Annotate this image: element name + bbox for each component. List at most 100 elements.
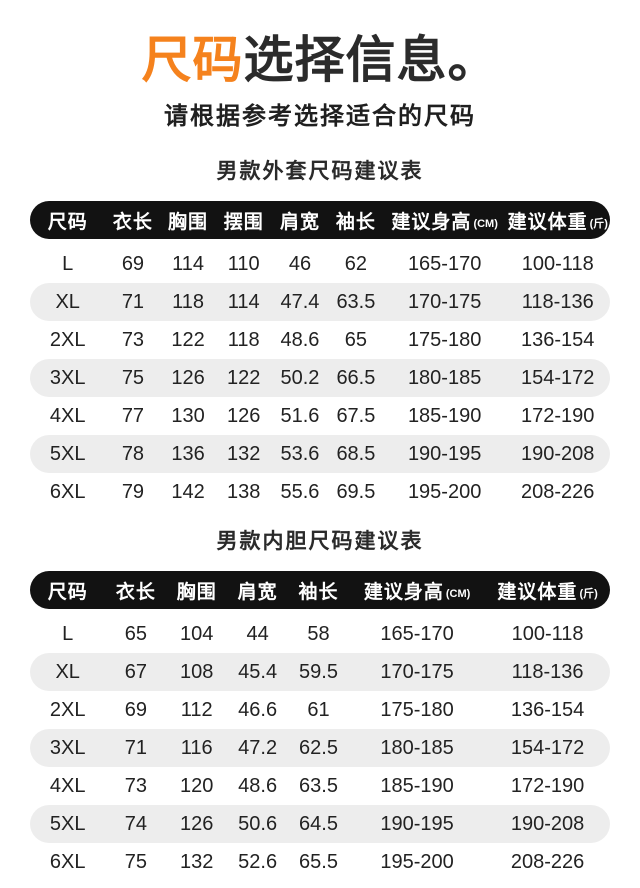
table-row: 2XL 73 122 118 48.6 65 175-180 136-154 xyxy=(30,321,610,359)
header-label: 尺码 xyxy=(47,211,88,233)
header-cell: 建议身高 (CM) xyxy=(349,577,485,604)
table-cell: 122 xyxy=(171,328,205,351)
table-cell: 46.6 xyxy=(238,698,278,721)
table-header: 尺码 衣长 胸围 肩宽 袖长 建议身高 (CM) 建议体重 (斤) xyxy=(30,571,610,609)
header-cell: 尺码 xyxy=(30,577,105,604)
table-cell: 132 xyxy=(227,442,261,465)
table-cell: 175-180 xyxy=(407,328,482,351)
table-cell: 69 xyxy=(124,698,147,721)
table-cell: 108 xyxy=(180,660,214,683)
table-cell: L xyxy=(62,622,74,645)
table-cell: 100-118 xyxy=(521,252,594,275)
header-cell: 袖长 xyxy=(328,207,384,234)
table-cell: 122 xyxy=(227,366,261,389)
table-cell: 120 xyxy=(180,774,214,797)
table-cell: 50.2 xyxy=(280,366,320,389)
table-cell: 126 xyxy=(171,366,205,389)
table-row: L 65 104 44 58 165-170 100-118 xyxy=(30,615,610,653)
table-cell: 190-208 xyxy=(510,812,585,835)
table-cell: L xyxy=(62,252,74,275)
table-cell: 180-185 xyxy=(407,366,482,389)
table-row: 5XL 78 136 132 53.6 68.5 190-195 190-208 xyxy=(30,435,610,473)
table-body: L 65 104 44 58 165-170 100-118 XL 67 108 45.4 59.5 1… xyxy=(30,615,610,881)
table-cell: 78 xyxy=(121,442,145,465)
header-label: 胸围 xyxy=(176,581,217,603)
table-cell: 51.6 xyxy=(280,404,320,427)
table-row: L 69 114 110 46 62 165-170 100-118 xyxy=(30,245,610,283)
table-cell: 132 xyxy=(180,850,214,873)
header-label: 肩宽 xyxy=(279,211,320,233)
table-cell: 65 xyxy=(344,328,368,351)
table-cell: 4XL xyxy=(49,774,86,797)
table-cell: 136-154 xyxy=(510,698,585,721)
table-cell: 110 xyxy=(227,252,260,275)
table-cell: 190-195 xyxy=(407,442,482,465)
table-cell: 66.5 xyxy=(336,366,376,389)
header-label: 建议体重 xyxy=(507,211,588,233)
table-cell: 61 xyxy=(307,698,330,721)
table-cell: 195-200 xyxy=(380,850,454,873)
header-label: 建议身高 xyxy=(363,581,444,603)
table-cell: 6XL xyxy=(49,850,86,873)
table-cell: 100-118 xyxy=(511,622,584,645)
table-cell: 2XL xyxy=(49,698,86,721)
page-title-rest: 选择信息。 xyxy=(243,32,499,88)
table-cell: 170-175 xyxy=(380,660,454,683)
table-cell: 208-226 xyxy=(521,480,595,503)
table-cell: XL xyxy=(55,660,80,683)
table-cell: 45.4 xyxy=(238,660,278,683)
table-cell: 6XL xyxy=(49,480,86,503)
table-cell: 126 xyxy=(227,404,261,427)
table-cell: 175-180 xyxy=(380,698,454,721)
header-label: 胸围 xyxy=(168,211,209,233)
table-cell: 69.5 xyxy=(336,480,376,503)
header-label: 衣长 xyxy=(112,211,153,233)
table-cell: 112 xyxy=(180,698,213,721)
table-cell: 208-226 xyxy=(510,850,585,873)
table-cell: 59.5 xyxy=(299,660,338,683)
table-cell: 154-172 xyxy=(521,366,595,389)
table-cell: 172-190 xyxy=(521,404,595,427)
table-cell: 5XL xyxy=(49,812,86,835)
table-body: L 69 114 110 46 62 165-170 100-118 XL 71 118 114 47.… xyxy=(30,245,610,511)
table-cell: 77 xyxy=(121,404,145,427)
table-cell: 2XL xyxy=(49,328,86,351)
table-cell: 63.5 xyxy=(336,290,376,313)
table-cell: 165-170 xyxy=(407,252,482,275)
table-cell: 71 xyxy=(121,290,145,313)
table-cell: 195-200 xyxy=(407,480,482,503)
table-header: 尺码 衣长 胸围 摆围 肩宽 袖长 建议身高 (CM) 建议体重 (斤) xyxy=(30,201,610,239)
table-cell: 118-136 xyxy=(511,660,584,683)
header-cell: 尺码 xyxy=(30,207,105,234)
table-cell: 118 xyxy=(227,328,260,351)
table-cell: 104 xyxy=(180,622,214,645)
table-cell: 73 xyxy=(124,774,147,797)
header-label: 肩宽 xyxy=(237,581,278,603)
header-cell: 摆围 xyxy=(216,207,272,234)
header-cell: 衣长 xyxy=(105,207,160,234)
table-row: 2XL 69 112 46.6 61 175-180 136-154 xyxy=(30,691,610,729)
table-cell: 138 xyxy=(227,480,261,503)
header-cell: 建议体重 (斤) xyxy=(485,577,610,604)
table-cell: 46 xyxy=(288,252,312,275)
table-title: 男款内胆尺码建议表 xyxy=(216,530,424,553)
table-row: 6XL 75 132 52.6 65.5 195-200 208-226 xyxy=(30,843,610,881)
table-cell: 48.6 xyxy=(238,774,278,797)
table-cell: 73 xyxy=(121,328,145,351)
table-cell: 62.5 xyxy=(299,736,338,759)
table-cell: 65.5 xyxy=(299,850,338,873)
table-cell: 4XL xyxy=(49,404,86,427)
table-cell: 130 xyxy=(171,404,205,427)
table-cell: 79 xyxy=(121,480,145,503)
header-cell: 衣长 xyxy=(105,577,166,604)
table-cell: 154-172 xyxy=(510,736,585,759)
table-row: XL 67 108 45.4 59.5 170-175 118-136 xyxy=(30,653,610,691)
table-row: XL 71 118 114 47.4 63.5 170-175 118-136 xyxy=(30,283,610,321)
table-row: 5XL 74 126 50.6 64.5 190-195 190-208 xyxy=(30,805,610,843)
table-cell: 55.6 xyxy=(280,480,320,503)
table-cell: 69 xyxy=(121,252,145,275)
header-label: 袖长 xyxy=(335,211,376,233)
table-cell: 67.5 xyxy=(336,404,376,427)
table-cell: 185-190 xyxy=(407,404,482,427)
